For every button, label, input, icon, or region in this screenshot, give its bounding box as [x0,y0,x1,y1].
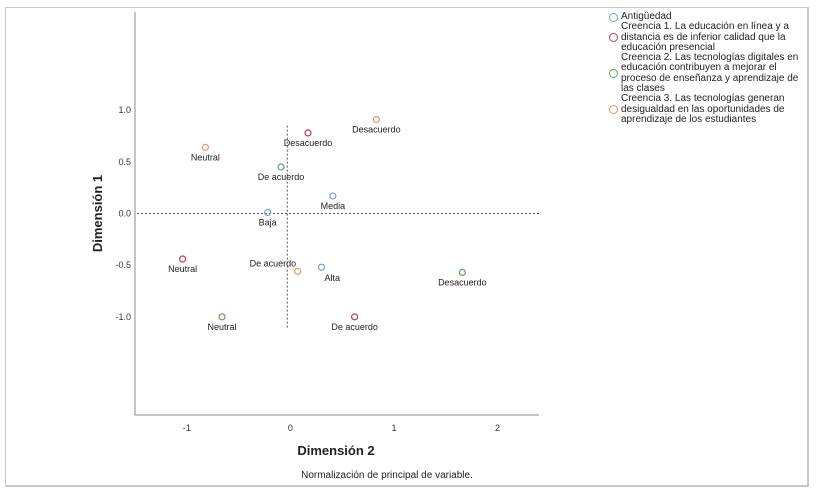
data-point-label: Desacuerdo [284,138,333,148]
data-point-label: Neutral [191,152,220,162]
circle-marker-icon [609,69,618,79]
x-axis-title: Dimensión 2 [297,443,374,458]
y-tick-label: -0.5 [115,260,131,270]
data-point-label: Alta [324,273,340,283]
axes [134,12,539,416]
data-point-marker [372,115,380,124]
data-point-label: De acuerdo [250,258,297,268]
data-point-label: Neutral [168,264,197,274]
circle-marker-icon [609,33,618,43]
data-point-marker [218,313,226,321]
legend-item: Antigüedad [609,11,809,22]
y-tick-label: -1.0 [115,312,131,322]
x-tick-labels: -1 0 1 2 [183,423,500,433]
data-point-marker [317,263,326,271]
x-tick-label: 0 [288,423,293,433]
legend-label: Creencia 3. Las tecnologías generan desi… [621,93,785,125]
data-point-label: Media [321,201,346,211]
legend-item: Creencia 1. La educación en línea y a di… [609,22,809,53]
data-points: Baja Media Alta Desacuerdo Neutral De acuerdo… [168,115,487,332]
chart-frame [5,7,809,487]
y-axis-title: Dimensión 1 [90,175,105,252]
reference-lines [137,125,539,330]
data-point-label: Desacuerdo [438,277,487,287]
circle-marker-icon [609,12,618,22]
data-point-marker [458,268,466,276]
data-point-label: De acuerdo [258,172,305,182]
y-tick-label: 1.0 [118,105,131,115]
legend-label: Antigüedad [621,11,672,22]
data-point-marker [304,129,312,137]
data-point-marker [277,163,285,171]
data-point-label: Desacuerdo [352,124,401,134]
footnote: Normalización de principal de variable. [301,470,473,481]
x-tick-label: 2 [495,423,500,433]
data-point-marker [351,313,359,321]
data-point-label: Neutral [208,322,237,332]
legend-label: Creencia 2. Las tecnologías digitales en… [621,52,799,95]
data-point-marker [263,208,272,217]
x-tick-label: -1 [183,423,191,433]
data-point-label: De acuerdo [331,322,378,332]
x-tick-label: 1 [391,423,396,433]
legend-item: Creencia 3. Las tecnologías generan desi… [609,94,809,125]
legend: Antigüedad Creencia 1. La educación en l… [609,11,809,125]
y-tick-labels: 1.0 0.5 0.0 -0.5 -1.0 [115,105,131,322]
legend-label: Creencia 1. La educación en línea y a di… [621,21,789,53]
data-point-label: Baja [259,217,277,227]
y-tick-label: 0.0 [118,209,131,219]
data-point-marker [329,192,337,200]
data-point-marker [294,267,302,275]
circle-marker-icon [609,105,618,115]
y-tick-label: 0.5 [118,157,131,167]
data-point-marker [201,143,210,151]
legend-item: Creencia 2. Las tecnologías digitales en… [609,53,809,94]
data-point-marker [179,255,187,263]
